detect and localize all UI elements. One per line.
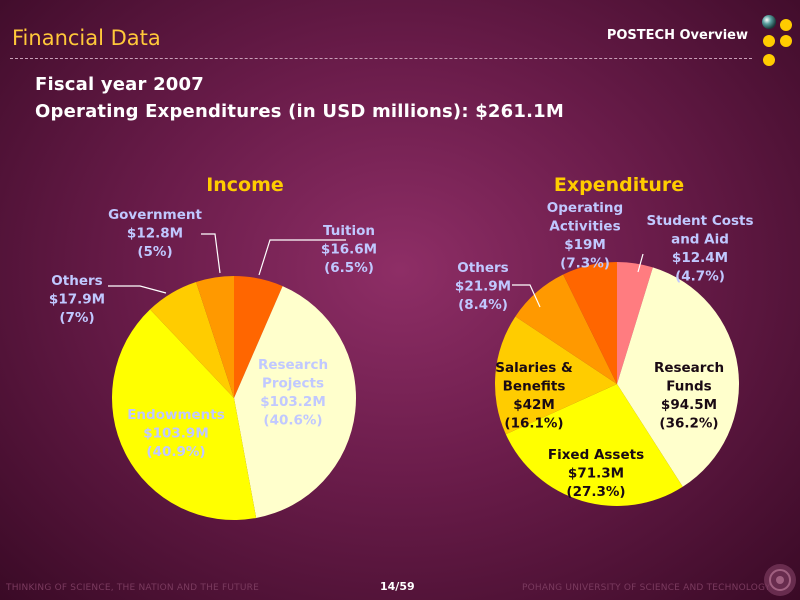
header-divider	[10, 58, 752, 59]
income-slice-4	[196, 276, 234, 398]
expenditure-slice-label-2: Fixed Assets $71.3M (27.3%)	[548, 447, 644, 500]
expenditure-slice-0	[617, 262, 653, 384]
logo-dots-icon	[762, 15, 792, 66]
income-slice-0	[234, 276, 283, 398]
income-slice-3	[150, 282, 234, 398]
expenditure-slice-5	[563, 262, 617, 384]
slide-title: Financial Data	[12, 26, 161, 50]
page-number: 14/59	[380, 580, 415, 593]
expenditure-slice-1	[617, 267, 739, 487]
slide-header: POSTECH Overview	[606, 28, 748, 43]
income-slice-1	[234, 286, 357, 518]
expenditure-slice-label-1: Research Funds $94.5M (36.2%)	[654, 360, 724, 432]
university-emblem-icon	[764, 564, 796, 596]
footer-university: POHANG UNIVERSITY OF SCIENCE AND TECHNOL…	[522, 583, 771, 593]
expenditure-slice-label-5: Operating Activities $19M (7.3%)	[547, 200, 623, 272]
expenditure-slice-4	[515, 274, 617, 384]
expenditure-chart-title: Expenditure	[554, 174, 684, 196]
expenditure-slice-label-0: Student Costs and Aid $12.4M (4.7%)	[646, 213, 753, 285]
footer-slogan: THINKING OF SCIENCE, THE NATION AND THE …	[6, 583, 259, 593]
expenditure-slice-label-3: Salaries & Benefits $42M (16.1%)	[495, 360, 573, 432]
income-chart-title: Income	[206, 174, 284, 196]
income-slice-label-1: Research Projects $103.2M (40.6%)	[258, 357, 328, 429]
income-leader-line-0	[258, 239, 346, 276]
income-leader-line-3	[108, 285, 167, 294]
income-slice-label-4: Government $12.8M (5%)	[108, 207, 202, 260]
expenditure-slice-3	[495, 316, 617, 435]
expenditure-leader-line-4	[512, 284, 541, 308]
expenditure-slice-label-4: Others $21.9M (8.4%)	[455, 260, 511, 313]
income-slice-label-3: Others $17.9M (7%)	[49, 273, 105, 326]
expenditure-slice-2	[505, 384, 683, 507]
expenditure-leader-line-0	[637, 253, 644, 273]
globe-icon	[762, 15, 776, 29]
income-slice-label-2: Endowments $103.9M (40.9%)	[127, 407, 225, 460]
income-slice-2	[112, 309, 257, 520]
fiscal-year-heading: Fiscal year 2007	[35, 74, 204, 95]
income-slice-label-0: Tuition $16.6M (6.5%)	[321, 223, 377, 276]
income-leader-line-4	[201, 233, 221, 274]
operating-expenditures-heading: Operating Expenditures (in USD millions)…	[35, 101, 564, 122]
